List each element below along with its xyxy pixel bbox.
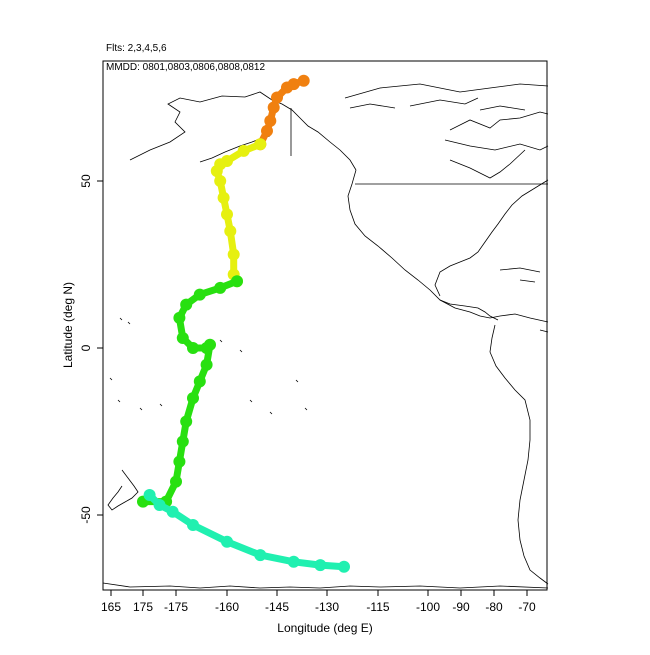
flight-track-point — [200, 358, 213, 371]
coastlines — [102, 83, 549, 589]
flight-tracks — [137, 74, 350, 573]
x-tick-label: -100 — [416, 600, 440, 614]
central-america — [439, 299, 499, 321]
flight-track-point — [170, 475, 182, 488]
flight-track-point — [271, 91, 283, 104]
flight-track-point — [217, 191, 230, 204]
flight-track-point — [173, 455, 186, 468]
flight-track-point — [173, 311, 186, 324]
flight-track-point — [264, 114, 277, 127]
flight-track-point — [231, 275, 243, 288]
flight-track-point — [187, 392, 199, 405]
flight-track-point — [187, 519, 199, 531]
flight-track-point — [221, 208, 233, 221]
flight-track-point — [166, 505, 179, 518]
y-tick-label: -50 — [79, 506, 93, 524]
x-axis-ticks: 165 175 -175 -160 -145 -130 -115 -100 -90 -80 -70 — [101, 590, 536, 614]
flight-track-point — [261, 124, 273, 137]
y-axis-ticks: 50 0 -50 — [79, 174, 103, 524]
flight-track-point — [153, 499, 166, 511]
y-tick-label: 0 — [79, 344, 93, 351]
hudson-bay — [449, 149, 526, 179]
flight-track-point — [224, 225, 237, 238]
flight-track-point — [214, 281, 227, 294]
x-tick-label: -160 — [215, 600, 239, 614]
south-america — [489, 313, 549, 585]
x-tick-label: -115 — [366, 600, 389, 614]
dates-label: MMDD: 0801,0803,0806,0808,0812 — [106, 62, 265, 73]
flight-track-point — [314, 559, 327, 572]
y-tick-label: 50 — [79, 174, 93, 188]
na-east-coast — [434, 179, 549, 297]
flight-track-point — [204, 338, 216, 351]
flight-track-point — [297, 74, 310, 87]
flight-track-point — [214, 175, 227, 187]
flight-track-point — [281, 81, 293, 94]
x-tick-label: 175 — [133, 600, 153, 614]
x-tick-label: -175 — [164, 600, 188, 614]
arctic-islands — [344, 83, 549, 151]
flight-track-point — [254, 549, 267, 562]
alaska-coast — [129, 91, 357, 171]
x-tick-label: -70 — [518, 600, 536, 614]
flight-track-point — [338, 560, 350, 573]
new-zealand — [107, 469, 139, 511]
flight-track-point — [254, 138, 267, 151]
plot-frame — [102, 60, 548, 591]
flight-track-point — [227, 248, 240, 261]
antarctica — [102, 582, 549, 589]
x-tick-label: 165 — [101, 600, 121, 614]
flight-track-point — [187, 342, 199, 354]
flight-track-point — [221, 535, 233, 548]
flight-track-line — [146, 491, 348, 571]
flight-track-point — [193, 288, 206, 301]
x-tick-label: -145 — [265, 600, 289, 614]
flight-track-point — [180, 415, 193, 428]
x-tick-label: -80 — [485, 600, 503, 614]
flight-track-point — [176, 435, 189, 448]
flight-track-point — [210, 165, 223, 177]
flight-track-line — [139, 277, 241, 506]
x-tick-label: -130 — [315, 600, 339, 614]
flights-label: Flts: 2,3,4,5,6 — [106, 43, 167, 54]
flight-track-point — [237, 144, 250, 157]
pacific-islands — [109, 317, 308, 415]
flight-track-point — [143, 489, 156, 501]
flight-track-point — [180, 298, 193, 311]
flight-track-point — [267, 101, 280, 114]
flight-track-point — [176, 332, 189, 344]
flight-track-point — [287, 555, 300, 568]
x-tick-label: -90 — [452, 600, 470, 614]
x-axis-label: Longitude (deg E) — [277, 621, 372, 635]
y-axis-label: Latitude (deg N) — [61, 282, 75, 368]
flight-track-point — [193, 375, 206, 388]
na-west-coast — [347, 169, 501, 319]
